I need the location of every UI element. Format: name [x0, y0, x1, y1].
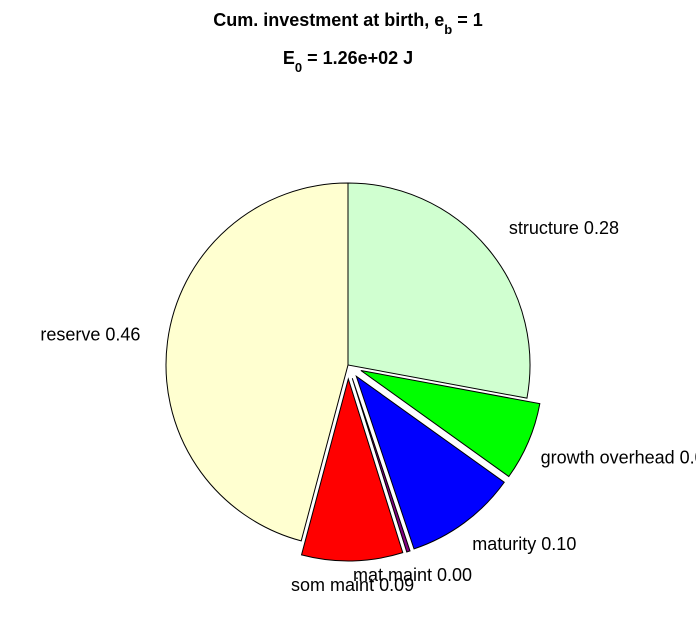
slice-label: mat maint 0.00 [353, 565, 472, 585]
chart-subtitle: E0 = 1.26e+02 J [283, 48, 413, 75]
title-part: = 1 [452, 10, 483, 30]
slice-label: maturity 0.10 [472, 534, 576, 554]
slice-label: som maint 0.09 [291, 575, 414, 595]
title-part: Cum. investment at birth, e [213, 10, 444, 30]
pie-slice [351, 378, 411, 553]
pie-slice [300, 377, 404, 562]
slice-label: structure 0.28 [509, 218, 619, 238]
pie-slice [347, 182, 531, 399]
subtitle-part: = 1.26e+02 J [302, 48, 413, 68]
slice-label: growth overhead 0.07 [541, 448, 696, 468]
chart-title: Cum. investment at birth, eb = 1 [213, 10, 483, 37]
pie-slice [165, 182, 349, 542]
subtitle-part: 0 [295, 60, 302, 75]
title-part: b [444, 22, 452, 37]
pie-slice [355, 374, 505, 550]
subtitle-part: E [283, 48, 295, 68]
slice-label: reserve 0.46 [40, 325, 140, 345]
pie-slice [360, 369, 541, 478]
